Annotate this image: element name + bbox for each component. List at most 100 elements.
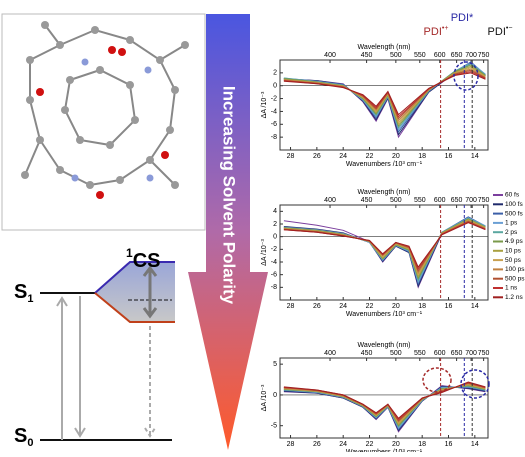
- x2-tick-label: 500: [390, 197, 402, 204]
- y-tick-label: 0: [273, 83, 277, 90]
- y-tick-label: 2: [273, 70, 277, 77]
- annotation-text: PDI*: [451, 12, 474, 24]
- decay-arrow: [75, 296, 85, 436]
- x2-tick-label: 600: [434, 52, 446, 59]
- legend-label: 500 fs: [505, 210, 523, 217]
- s0-label: S0: [14, 425, 33, 449]
- x2-tick-label: 700: [465, 52, 477, 59]
- x2-tick-label: 400: [324, 197, 336, 204]
- arrow-text: Increasing Solvent Polarity: [220, 86, 239, 305]
- x-tick-label: 14: [471, 303, 479, 310]
- spectrum-line: [284, 69, 486, 120]
- x2-tick-label: 700: [465, 197, 477, 204]
- x2-tick-label: 650: [451, 197, 463, 204]
- x-tick-label: 18: [418, 153, 426, 160]
- s1-text: S: [14, 281, 27, 303]
- x2-axis-label: Wavelength (nm): [357, 44, 410, 51]
- x-axis-label: Wavenumbers /10³ cm⁻¹: [346, 161, 423, 168]
- energy-diagram: S1 S0 1CS: [14, 246, 175, 449]
- legend-label: 60 fs: [505, 192, 520, 199]
- x-tick-label: 16: [445, 303, 453, 310]
- x-tick-label: 24: [339, 441, 347, 448]
- y-tick-label: 5: [273, 361, 277, 368]
- legend-label: 10 ps: [505, 248, 522, 255]
- x2-tick-label: 550: [414, 197, 426, 204]
- y-tick-label: 4: [273, 208, 277, 215]
- s1-sub: 1: [27, 293, 33, 305]
- legend-label: 1 ps: [505, 220, 518, 227]
- cs-text: CS: [133, 250, 161, 272]
- legend-label: 1 ns: [505, 285, 518, 292]
- x2-tick-label: 600: [434, 350, 446, 357]
- x2-axis-label: Wavelength (nm): [357, 189, 410, 196]
- y-tick-label: -6: [271, 121, 277, 128]
- y-tick-label: -2: [271, 95, 277, 102]
- s0-text: S: [14, 425, 27, 447]
- spectrum-line: [284, 72, 486, 117]
- annotation: PDI•−: [488, 25, 513, 38]
- legend-label: 2 ps: [505, 229, 518, 236]
- y-tick-label: -6: [271, 272, 277, 279]
- x-tick-label: 16: [445, 441, 453, 448]
- x-tick-label: 24: [339, 153, 347, 160]
- y-axis-label: ΔA /10⁻³: [261, 384, 268, 411]
- y-tick-label: -8: [271, 284, 277, 291]
- x2-tick-label: 500: [390, 350, 402, 357]
- x2-tick-label: 550: [414, 350, 426, 357]
- x2-tick-label: 450: [361, 52, 373, 59]
- spectrum-line: [284, 382, 486, 418]
- annotation: PDI•+: [424, 25, 449, 38]
- x2-tick-label: 450: [361, 350, 373, 357]
- x2-axis-label: Wavelength (nm): [357, 342, 410, 349]
- s0-sub: 0: [27, 437, 33, 449]
- annotation-sup: •−: [506, 25, 513, 32]
- x-tick-label: 24: [339, 303, 347, 310]
- y-tick-label: 2: [273, 221, 277, 228]
- spectrum-line: [284, 386, 486, 426]
- spectrum-line: [284, 73, 486, 115]
- spectrum-line: [284, 70, 486, 118]
- y-axis-label: ΔA /10⁻³: [261, 91, 268, 118]
- x2-tick-label: 650: [451, 52, 463, 59]
- x2-tick-label: 550: [414, 52, 426, 59]
- y-tick-label: 0: [273, 234, 277, 241]
- x2-tick-label: 700: [465, 350, 477, 357]
- x-tick-label: 18: [418, 303, 426, 310]
- legend-label: 100 fs: [505, 201, 523, 208]
- x2-tick-label: 650: [451, 350, 463, 357]
- x2-tick-label: 400: [324, 350, 336, 357]
- annotations: PDI•+PDI*PDI•−: [424, 12, 513, 38]
- y-tick-label: -4: [271, 259, 277, 266]
- x-tick-label: 20: [392, 153, 400, 160]
- legend-label: 4.9 ps: [505, 238, 523, 245]
- x-axis-label: Wavenumbers /10³ cm⁻¹: [346, 311, 423, 318]
- legend-label: 100 ps: [505, 266, 525, 273]
- x-tick-label: 26: [313, 153, 321, 160]
- y-tick-label: -2: [271, 246, 277, 253]
- spectrum-line: [284, 383, 486, 421]
- x-tick-label: 26: [313, 303, 321, 310]
- molecule: [2, 14, 205, 230]
- legend-label: 50 ps: [505, 257, 522, 264]
- x-tick-label: 22: [366, 441, 374, 448]
- x2-tick-label: 750: [478, 350, 490, 357]
- x2-tick-label: 750: [478, 52, 490, 59]
- y-tick-label: 0: [273, 392, 277, 399]
- x-tick-label: 28: [287, 153, 295, 160]
- x-tick-label: 28: [287, 441, 295, 448]
- page: body{margin:0;width:525px;height:452px;o…: [0, 0, 525, 452]
- x2-tick-label: 450: [361, 197, 373, 204]
- plot-frame: [280, 358, 488, 438]
- x-tick-label: 14: [471, 153, 479, 160]
- y-tick-label: -8: [271, 134, 277, 141]
- annotation-text: PDI: [424, 26, 442, 38]
- x-tick-label: 20: [392, 441, 400, 448]
- excitation-arrow: [57, 298, 67, 440]
- molecule-frame: [2, 14, 205, 230]
- body: {"figure":{ "arrow_text":"Increasing Sol…: [0, 0, 525, 452]
- x2-tick-label: 500: [390, 52, 402, 59]
- x-tick-label: 14: [471, 441, 479, 448]
- x-tick-label: 20: [392, 303, 400, 310]
- y-tick-label: -5: [271, 423, 277, 430]
